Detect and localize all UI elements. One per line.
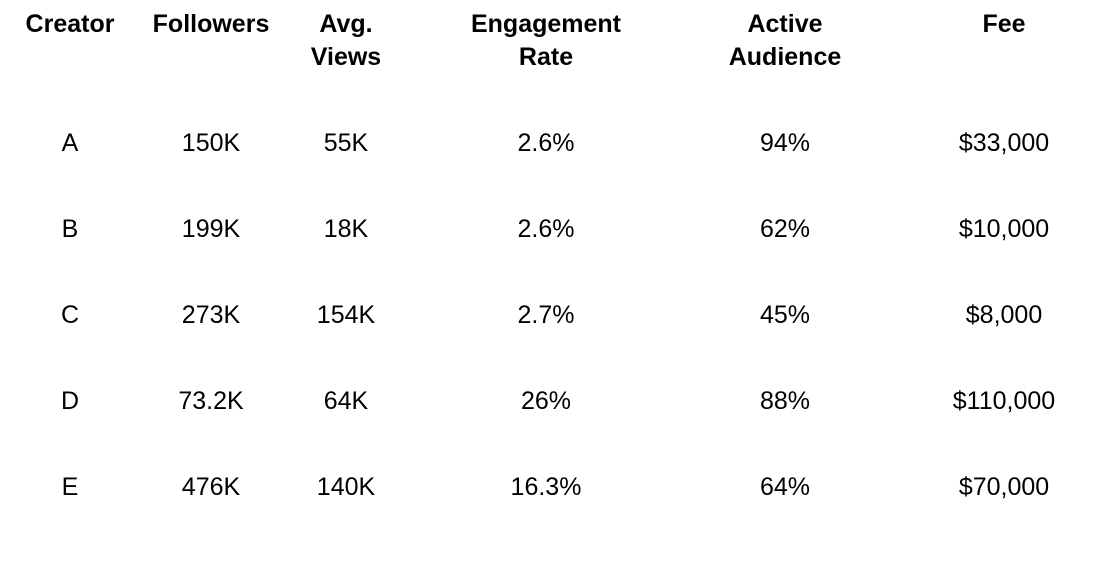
cell-followers: 476K [181, 472, 241, 501]
cell-fee: $8,000 [965, 300, 1043, 329]
cell-engagement-rate: 2.6% [517, 128, 575, 157]
cell-avg-views: 64K [323, 386, 369, 415]
cell-engagement-rate: 2.7% [517, 300, 575, 329]
cell-fee: $33,000 [958, 128, 1050, 157]
cell-avg-views: 18K [323, 214, 369, 243]
cell-fee: $70,000 [958, 472, 1050, 501]
cell-avg-views: 140K [316, 472, 376, 501]
cell-active-audience: 94% [759, 128, 811, 157]
table-row-creator-a: A 150K 55K 2.6% 94% $33,000 [0, 100, 1120, 186]
column-header-engagement-rate: Engagement Rate [470, 10, 622, 71]
cell-engagement-rate: 16.3% [510, 472, 582, 501]
cell-creator: C [60, 300, 80, 329]
cell-followers: 150K [181, 128, 241, 157]
cell-followers: 273K [181, 300, 241, 329]
cell-engagement-rate: 2.6% [517, 214, 575, 243]
column-header-fee: Fee [982, 10, 1026, 38]
cell-creator: E [61, 472, 79, 501]
column-header-avg-views: Avg. Views [310, 10, 382, 71]
cell-creator: D [60, 386, 80, 415]
table-row-creator-c: C 273K 154K 2.7% 45% $8,000 [0, 272, 1120, 358]
header-row: Creator Followers Avg. Views Engagement … [0, 0, 1120, 100]
cell-engagement-rate: 26% [520, 386, 572, 415]
column-header-creator: Creator [25, 10, 115, 38]
cell-active-audience: 88% [759, 386, 811, 415]
cell-fee: $110,000 [952, 386, 1056, 415]
table-row-creator-b: B 199K 18K 2.6% 62% $10,000 [0, 186, 1120, 272]
table-body: A 150K 55K 2.6% 94% $33,000 B 199K 18K 2… [0, 100, 1120, 530]
table-row-creator-d: D 73.2K 64K 26% 88% $110,000 [0, 358, 1120, 444]
cell-followers: 199K [181, 214, 241, 243]
column-header-active-audience: Active Audience [728, 10, 842, 71]
cell-followers: 73.2K [178, 386, 244, 415]
cell-active-audience: 45% [759, 300, 811, 329]
table-row-creator-e: E 476K 140K 16.3% 64% $70,000 [0, 444, 1120, 530]
column-header-followers: Followers [152, 10, 270, 38]
cell-active-audience: 62% [759, 214, 811, 243]
cell-creator: A [61, 128, 79, 157]
cell-fee: $10,000 [958, 214, 1050, 243]
creator-comparison-table: Creator Followers Avg. Views Engagement … [0, 0, 1120, 530]
table-header: Creator Followers Avg. Views Engagement … [0, 0, 1120, 100]
cell-avg-views: 55K [323, 128, 369, 157]
cell-creator: B [61, 214, 79, 243]
cell-avg-views: 154K [316, 300, 376, 329]
cell-active-audience: 64% [759, 472, 811, 501]
